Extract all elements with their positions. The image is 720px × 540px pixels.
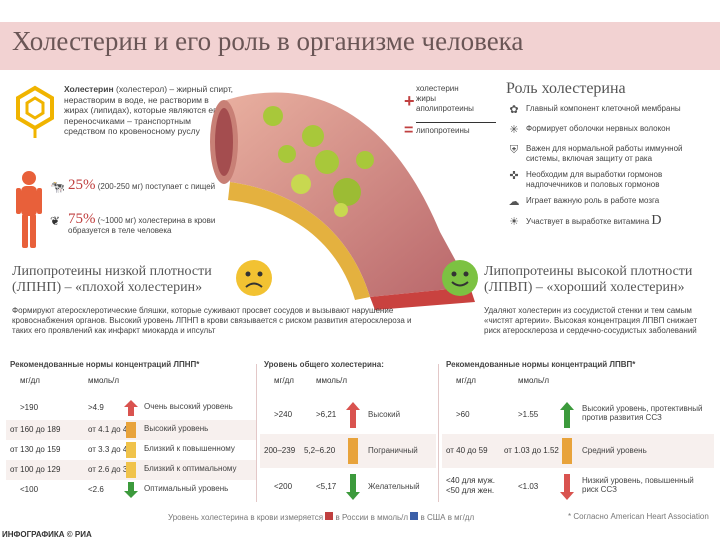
happy-face-icon [442,260,478,296]
intake-body: 75% (~1000 мг) холестерина в крови образ… [68,211,216,236]
measurement-note: Уровень холестерина в крови измеряется в… [168,512,475,522]
brain-icon: ☁ [508,196,520,208]
level-bar [126,422,136,438]
table-row: >240 >6,21 Высокий [260,398,436,432]
formula-items: холестерин жиры аполипротеины [416,84,474,113]
russia-flag-icon [325,512,334,520]
cholesterol-definition: Холестерин (холестерол) – жирный спирт, … [64,84,234,136]
table-row: от 40 до 59 от 1.03 до 1.52 Средний уровен… [442,434,714,468]
level-bar [126,442,136,458]
cell-icon: ✿ [509,104,519,116]
table-row: от 160 до 189 от 4.1 до 4.9 Высокий уровен… [6,420,256,440]
human-body-icon [16,171,42,248]
ldl-norms-table: Рекомендованные нормы концентраций ЛПНП*… [6,360,256,502]
table-row: <100 <2.6 Оптимальный уровень [6,480,256,500]
divider [438,364,439,502]
usa-flag-icon [410,512,419,520]
vitamin-icon: ☀ [509,216,519,228]
plus-sign-icon: + [404,91,415,111]
arrow-up-icon [346,402,360,428]
arrow-down-icon [560,474,574,500]
divider [256,364,257,502]
title-band [0,22,720,70]
cholesterol-molecule-icon [16,85,54,138]
arrow-down-icon [346,474,360,500]
equals-sign-icon: = [404,122,414,139]
arrow-up-icon [124,400,138,416]
ldl-heading: Липопротеины низкой плотности (ЛПНП) – «… [12,264,212,295]
table-row: >190 >4.9 Очень высокий уровень [6,398,256,418]
hdl-heading: Липопротеины высокой плотности (ЛПВП) – … [484,264,693,295]
ldl-description: Формируют атеросклеротические бляшки, ко… [12,306,412,335]
level-bar [126,462,136,478]
neuron-icon: ✳ [509,124,519,136]
table-row: 200–239 5,2–6.20 Пограничный [260,434,436,468]
hdl-norms-table: Рекомендованные нормы концентраций ЛПВП*… [442,360,714,502]
shield-icon: ⛨ [509,144,519,156]
roles-title: Роль холестерина [506,80,626,97]
sad-face-icon [236,260,272,296]
formula-line [416,122,496,123]
footer: Уровень холестерина в крови измеряется в… [0,504,720,540]
formula-result: липопротеины [416,126,470,135]
level-bar [562,438,572,464]
cow-icon: 🐄 [50,180,65,194]
table-row: >60 >1.55 Высокий уровень, протективный пр… [442,398,714,432]
table-row: <200 <5,17 Желательный [260,470,436,502]
total-cholesterol-table: Уровень общего холестерина: мг/дл ммоль/… [260,360,436,502]
table-row: от 130 до 159 от 3.3 до 4.1 Близкий к повы… [6,440,256,460]
hdl-description: Удаляют холестерин из сосудистой стенки … [484,306,698,335]
intake-food: 25% (200-250 мг) поступает с пищей [68,177,216,193]
hormone-icon: ✜ [509,170,519,182]
table-row: от 100 до 129 от 2.6 до 3.3 Близкий к опти… [6,460,256,480]
brand-credit: ИНФОГРАФИКА © РИА [2,530,92,539]
table-row: <40 для муж. <50 для жен. <1.03 Низкий уро… [442,470,714,502]
arrow-down-icon [124,482,138,498]
roles-list: ✿ Главный компонент клеточной мембраны ✳ Ф… [508,104,683,228]
page-title: Холестерин и его роль в организме челове… [12,26,524,56]
source-note: * Согласно American Heart Association [568,512,709,521]
level-bar [348,438,358,464]
cholesterol-particles [263,106,374,217]
liver-icon: ❦ [50,214,61,228]
arrow-up-icon [560,402,574,428]
